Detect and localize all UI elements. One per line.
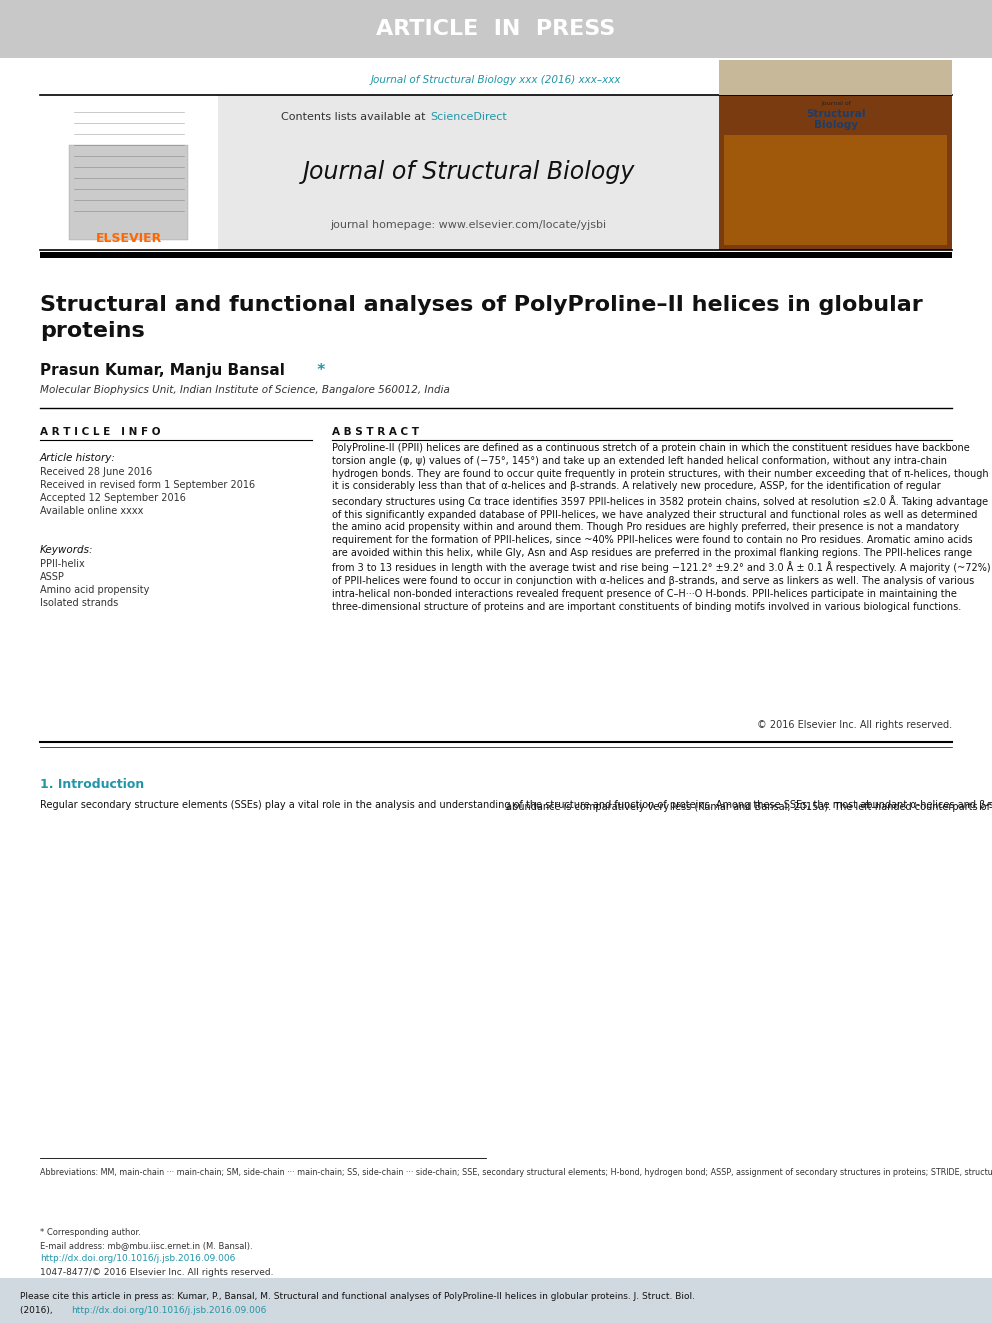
- Text: Prasun Kumar, Manju Bansal: Prasun Kumar, Manju Bansal: [40, 363, 285, 378]
- Text: Abbreviations: MM, main-chain ··· main-chain; SM, side-chain ··· main-chain; SS,: Abbreviations: MM, main-chain ··· main-c…: [40, 1168, 992, 1177]
- Text: ScienceDirect: ScienceDirect: [431, 112, 507, 122]
- Text: Amino acid propensity: Amino acid propensity: [40, 585, 149, 595]
- Text: E-mail address: mb@mbu.iisc.ernet.in (M. Bansal).: E-mail address: mb@mbu.iisc.ernet.in (M.…: [40, 1241, 252, 1250]
- Bar: [0, 1278, 992, 1323]
- Text: http://dx.doi.org/10.1016/j.jsb.2016.09.006: http://dx.doi.org/10.1016/j.jsb.2016.09.…: [40, 1254, 235, 1263]
- Text: Journal of Structural Biology: Journal of Structural Biology: [303, 160, 635, 184]
- Text: Journal of: Journal of: [820, 101, 851, 106]
- Text: ELSEVIER: ELSEVIER: [96, 232, 162, 245]
- Text: ARTICLE  IN  PRESS: ARTICLE IN PRESS: [376, 19, 616, 38]
- Text: 1. Introduction: 1. Introduction: [40, 778, 144, 791]
- Text: PPII-helix: PPII-helix: [40, 560, 84, 569]
- Bar: [40, 95, 218, 250]
- Text: abundance is comparatively very less (Kumar and Bansal, 2015a). The left-handed : abundance is comparatively very less (Ku…: [506, 800, 992, 812]
- Text: http://dx.doi.org/10.1016/j.jsb.2016.09.006: http://dx.doi.org/10.1016/j.jsb.2016.09.…: [71, 1306, 267, 1315]
- Text: Available online xxxx: Available online xxxx: [40, 505, 143, 516]
- Bar: [0, 0, 992, 58]
- Text: Structural and functional analyses of PolyProline–II helices in globular
protein: Structural and functional analyses of Po…: [40, 295, 923, 341]
- Text: Please cite this article in press as: Kumar, P., Bansal, M. Structural and funct: Please cite this article in press as: Ku…: [20, 1293, 694, 1301]
- Text: * Corresponding author.: * Corresponding author.: [40, 1228, 141, 1237]
- Text: Journal of Structural Biology xxx (2016) xxx–xxx: Journal of Structural Biology xxx (2016)…: [371, 75, 621, 85]
- Bar: [724, 135, 947, 245]
- Text: Keywords:: Keywords:: [40, 545, 93, 556]
- Text: (2016),: (2016),: [20, 1306, 56, 1315]
- Bar: [719, 60, 952, 95]
- Text: journal homepage: www.elsevier.com/locate/yjsbi: journal homepage: www.elsevier.com/locat…: [330, 220, 607, 230]
- Text: ASSP: ASSP: [40, 572, 64, 582]
- Text: A B S T R A C T: A B S T R A C T: [332, 427, 420, 437]
- Text: Received in revised form 1 September 2016: Received in revised form 1 September 201…: [40, 480, 255, 490]
- Text: Article history:: Article history:: [40, 452, 115, 463]
- Text: Regular secondary structure elements (SSEs) play a vital role in the analysis an: Regular secondary structure elements (SS…: [40, 800, 992, 810]
- Text: Received 28 June 2016: Received 28 June 2016: [40, 467, 152, 478]
- Text: Biology: Biology: [813, 120, 858, 130]
- Text: Structural: Structural: [806, 108, 865, 119]
- Text: Accepted 12 September 2016: Accepted 12 September 2016: [40, 493, 186, 503]
- Text: © 2016 Elsevier Inc. All rights reserved.: © 2016 Elsevier Inc. All rights reserved…: [757, 720, 952, 730]
- Text: A R T I C L E   I N F O: A R T I C L E I N F O: [40, 427, 160, 437]
- Text: Isolated strands: Isolated strands: [40, 598, 118, 609]
- Text: PolyProline-II (PPII) helices are defined as a continuous stretch of a protein c: PolyProline-II (PPII) helices are define…: [332, 443, 991, 611]
- Text: *: *: [312, 363, 325, 378]
- Text: 1047-8477/© 2016 Elsevier Inc. All rights reserved.: 1047-8477/© 2016 Elsevier Inc. All right…: [40, 1267, 273, 1277]
- Bar: [719, 95, 952, 250]
- Bar: [218, 95, 719, 250]
- Text: Molecular Biophysics Unit, Indian Institute of Science, Bangalore 560012, India: Molecular Biophysics Unit, Indian Instit…: [40, 385, 449, 396]
- Text: Contents lists available at: Contents lists available at: [281, 112, 429, 122]
- Bar: [69, 146, 188, 239]
- Bar: [40, 251, 952, 258]
